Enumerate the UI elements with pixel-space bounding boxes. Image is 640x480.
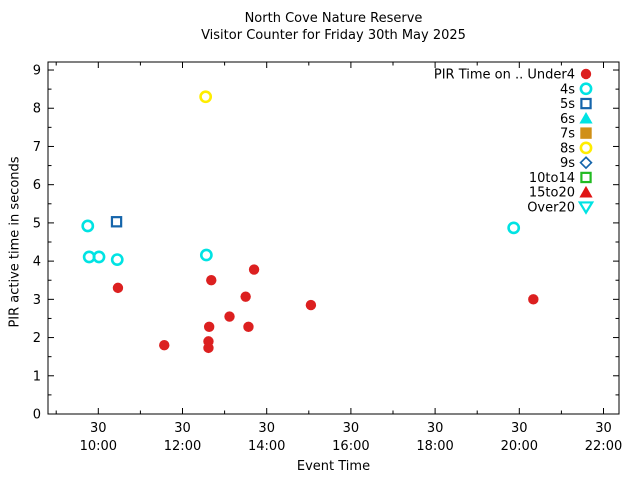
x-tick-time-label: 20:00 <box>501 439 538 454</box>
legend-marker-6s <box>579 111 593 124</box>
data-point-4s <box>199 248 213 262</box>
x-tick-day-label: 30 <box>90 421 107 436</box>
y-tick-label: 0 <box>33 408 41 423</box>
y-tick-label: 7 <box>33 140 41 155</box>
data-point-Under4 <box>248 264 260 275</box>
legend-marker-7s <box>580 127 592 139</box>
x-tick-time-label: 22:00 <box>585 439 622 454</box>
legend-label-9s: 9s <box>560 156 575 171</box>
y-tick-label: 8 <box>33 102 41 117</box>
legend-marker-9s <box>579 156 593 170</box>
data-point-Under4 <box>203 321 215 333</box>
x-tick-time-label: 16:00 <box>332 439 369 454</box>
data-point-Under4 <box>206 275 217 286</box>
legend-label-8s: 8s <box>560 141 575 156</box>
legend-marker-5s <box>580 97 592 110</box>
legend-label-4s: 4s <box>560 82 575 97</box>
y-tick-label: 5 <box>33 216 41 231</box>
y-tick-label: 6 <box>33 178 41 193</box>
x-tick-day-label: 30 <box>511 421 528 436</box>
x-tick-day-label: 30 <box>258 421 275 436</box>
y-tick-label: 4 <box>33 255 41 270</box>
data-point-Under4 <box>240 291 251 302</box>
chart-title: North Cove Nature Reserve <box>244 11 423 26</box>
x-tick-time-label: 18:00 <box>416 439 453 454</box>
x-tick-time-label: 14:00 <box>248 439 285 454</box>
legend-label-10to14: 10to14 <box>529 171 575 186</box>
legend-label-PIR-Time-on-Under4: PIR Time on .. Under4 <box>434 68 575 83</box>
data-point-8s <box>199 90 213 104</box>
data-point-Under4 <box>159 340 170 351</box>
legend-label-15to20: 15to20 <box>529 186 575 201</box>
data-point-4s <box>92 250 106 264</box>
data-point-Under4 <box>112 282 124 294</box>
legend-marker-15to20 <box>579 185 593 198</box>
x-tick-day-label: 30 <box>174 421 191 436</box>
x-tick-day-label: 30 <box>343 421 360 436</box>
legend-label-7s: 7s <box>560 127 575 142</box>
x-tick-day-label: 30 <box>427 421 444 436</box>
data-point-Under4 <box>224 311 235 322</box>
data-point-Under4 <box>528 294 539 305</box>
data-point-5s <box>110 216 123 228</box>
data-point-Under4 <box>243 321 254 333</box>
x-tick-time-label: 10:00 <box>80 439 117 454</box>
legend-marker-10to14 <box>580 171 592 184</box>
x-axis-label: Event Time <box>296 459 371 474</box>
y-tick-label: 9 <box>33 64 41 79</box>
x-tick-time-label: 12:00 <box>164 439 201 454</box>
data-point-4s <box>110 253 124 266</box>
legend-marker-PIR-Time-on-Under4 <box>580 68 592 80</box>
chart-subtitle: Visitor Counter for Friday 30th May 2025 <box>201 28 466 43</box>
y-tick-label: 2 <box>33 331 41 346</box>
data-point-4s <box>507 221 521 235</box>
y-tick-label: 3 <box>33 293 41 308</box>
legend-label-5s: 5s <box>560 97 575 112</box>
data-point-4s <box>81 219 95 233</box>
legend-label-6s: 6s <box>560 112 575 127</box>
legend-label-Over20: Over20 <box>527 201 575 216</box>
y-tick-label: 1 <box>33 369 41 384</box>
legend-marker-8s <box>579 141 593 155</box>
x-tick-day-label: 30 <box>595 421 612 436</box>
legend-marker-Over20 <box>577 201 595 215</box>
data-point-Under4 <box>305 299 317 311</box>
axis-border <box>47 61 620 415</box>
data-point-Under4 <box>203 342 214 354</box>
legend-marker-4s <box>579 82 593 96</box>
